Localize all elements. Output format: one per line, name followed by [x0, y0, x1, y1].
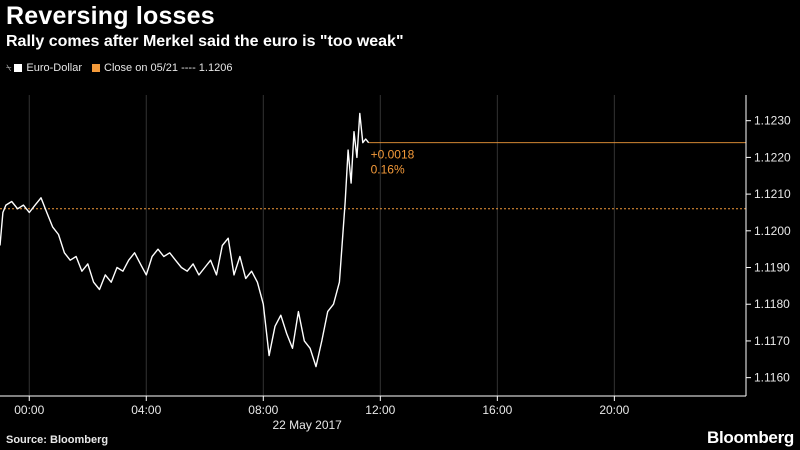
y-tick-label-2: 1.1180 [754, 297, 790, 311]
annotation-change-value: +0.0018 [371, 148, 415, 162]
legend: ⍀ Euro-Dollar Close on 05/21 ---- 1.1206 [6, 62, 232, 74]
legend-label-euro-dollar: Euro-Dollar [26, 62, 83, 74]
x-tick-label-3: 12:00 [365, 403, 395, 417]
x-axis-date-label: 22 May 2017 [272, 418, 342, 432]
x-tick-label-2: 08:00 [248, 403, 278, 417]
legend-swatch-orange-icon [92, 64, 101, 72]
series-layer [0, 112, 370, 368]
x-tick-label-1: 04:00 [131, 403, 161, 417]
legend-label-close: Close on 05/21 ---- 1.1206 [104, 62, 233, 74]
y-tick-label-6: 1.1220 [754, 150, 791, 164]
reference-layer [0, 142, 746, 210]
legend-item-close: Close on 05/21 ---- 1.1206 [92, 62, 232, 74]
grid-layer [28, 95, 615, 396]
series-line-euro-dollar [0, 112, 370, 368]
chart-subtitle: Rally comes after Merkel said the euro i… [6, 33, 404, 50]
x-tick-label-4: 16:00 [482, 403, 512, 417]
source-note: Source: Bloomberg [6, 434, 109, 446]
y-tick-label-3: 1.1190 [754, 261, 790, 275]
annotation-change-percent: 0.16% [371, 163, 405, 177]
chart-small-icon: ⍀ [6, 62, 12, 73]
y-tick-label-1: 1.1170 [754, 334, 790, 348]
y-tick-label-7: 1.1230 [754, 114, 791, 128]
y-tick-label-5: 1.1210 [754, 187, 791, 201]
y-tick-label-4: 1.1200 [754, 224, 791, 238]
y-tick-label-0: 1.1160 [754, 371, 790, 385]
axis-layer: 1.1160 1.1170 1.1180 1.1190 1.1200 1.1210 1.12… [0, 95, 791, 432]
chart-title: Reversing losses [6, 2, 215, 30]
x-tick-label-0: 00:00 [14, 403, 44, 417]
bloomberg-logo: Bloomberg [706, 428, 794, 447]
x-tick-label-5: 20:00 [599, 403, 629, 417]
legend-swatch-white-icon [14, 64, 23, 72]
legend-item-euro-dollar: ⍀ Euro-Dollar [6, 62, 82, 74]
